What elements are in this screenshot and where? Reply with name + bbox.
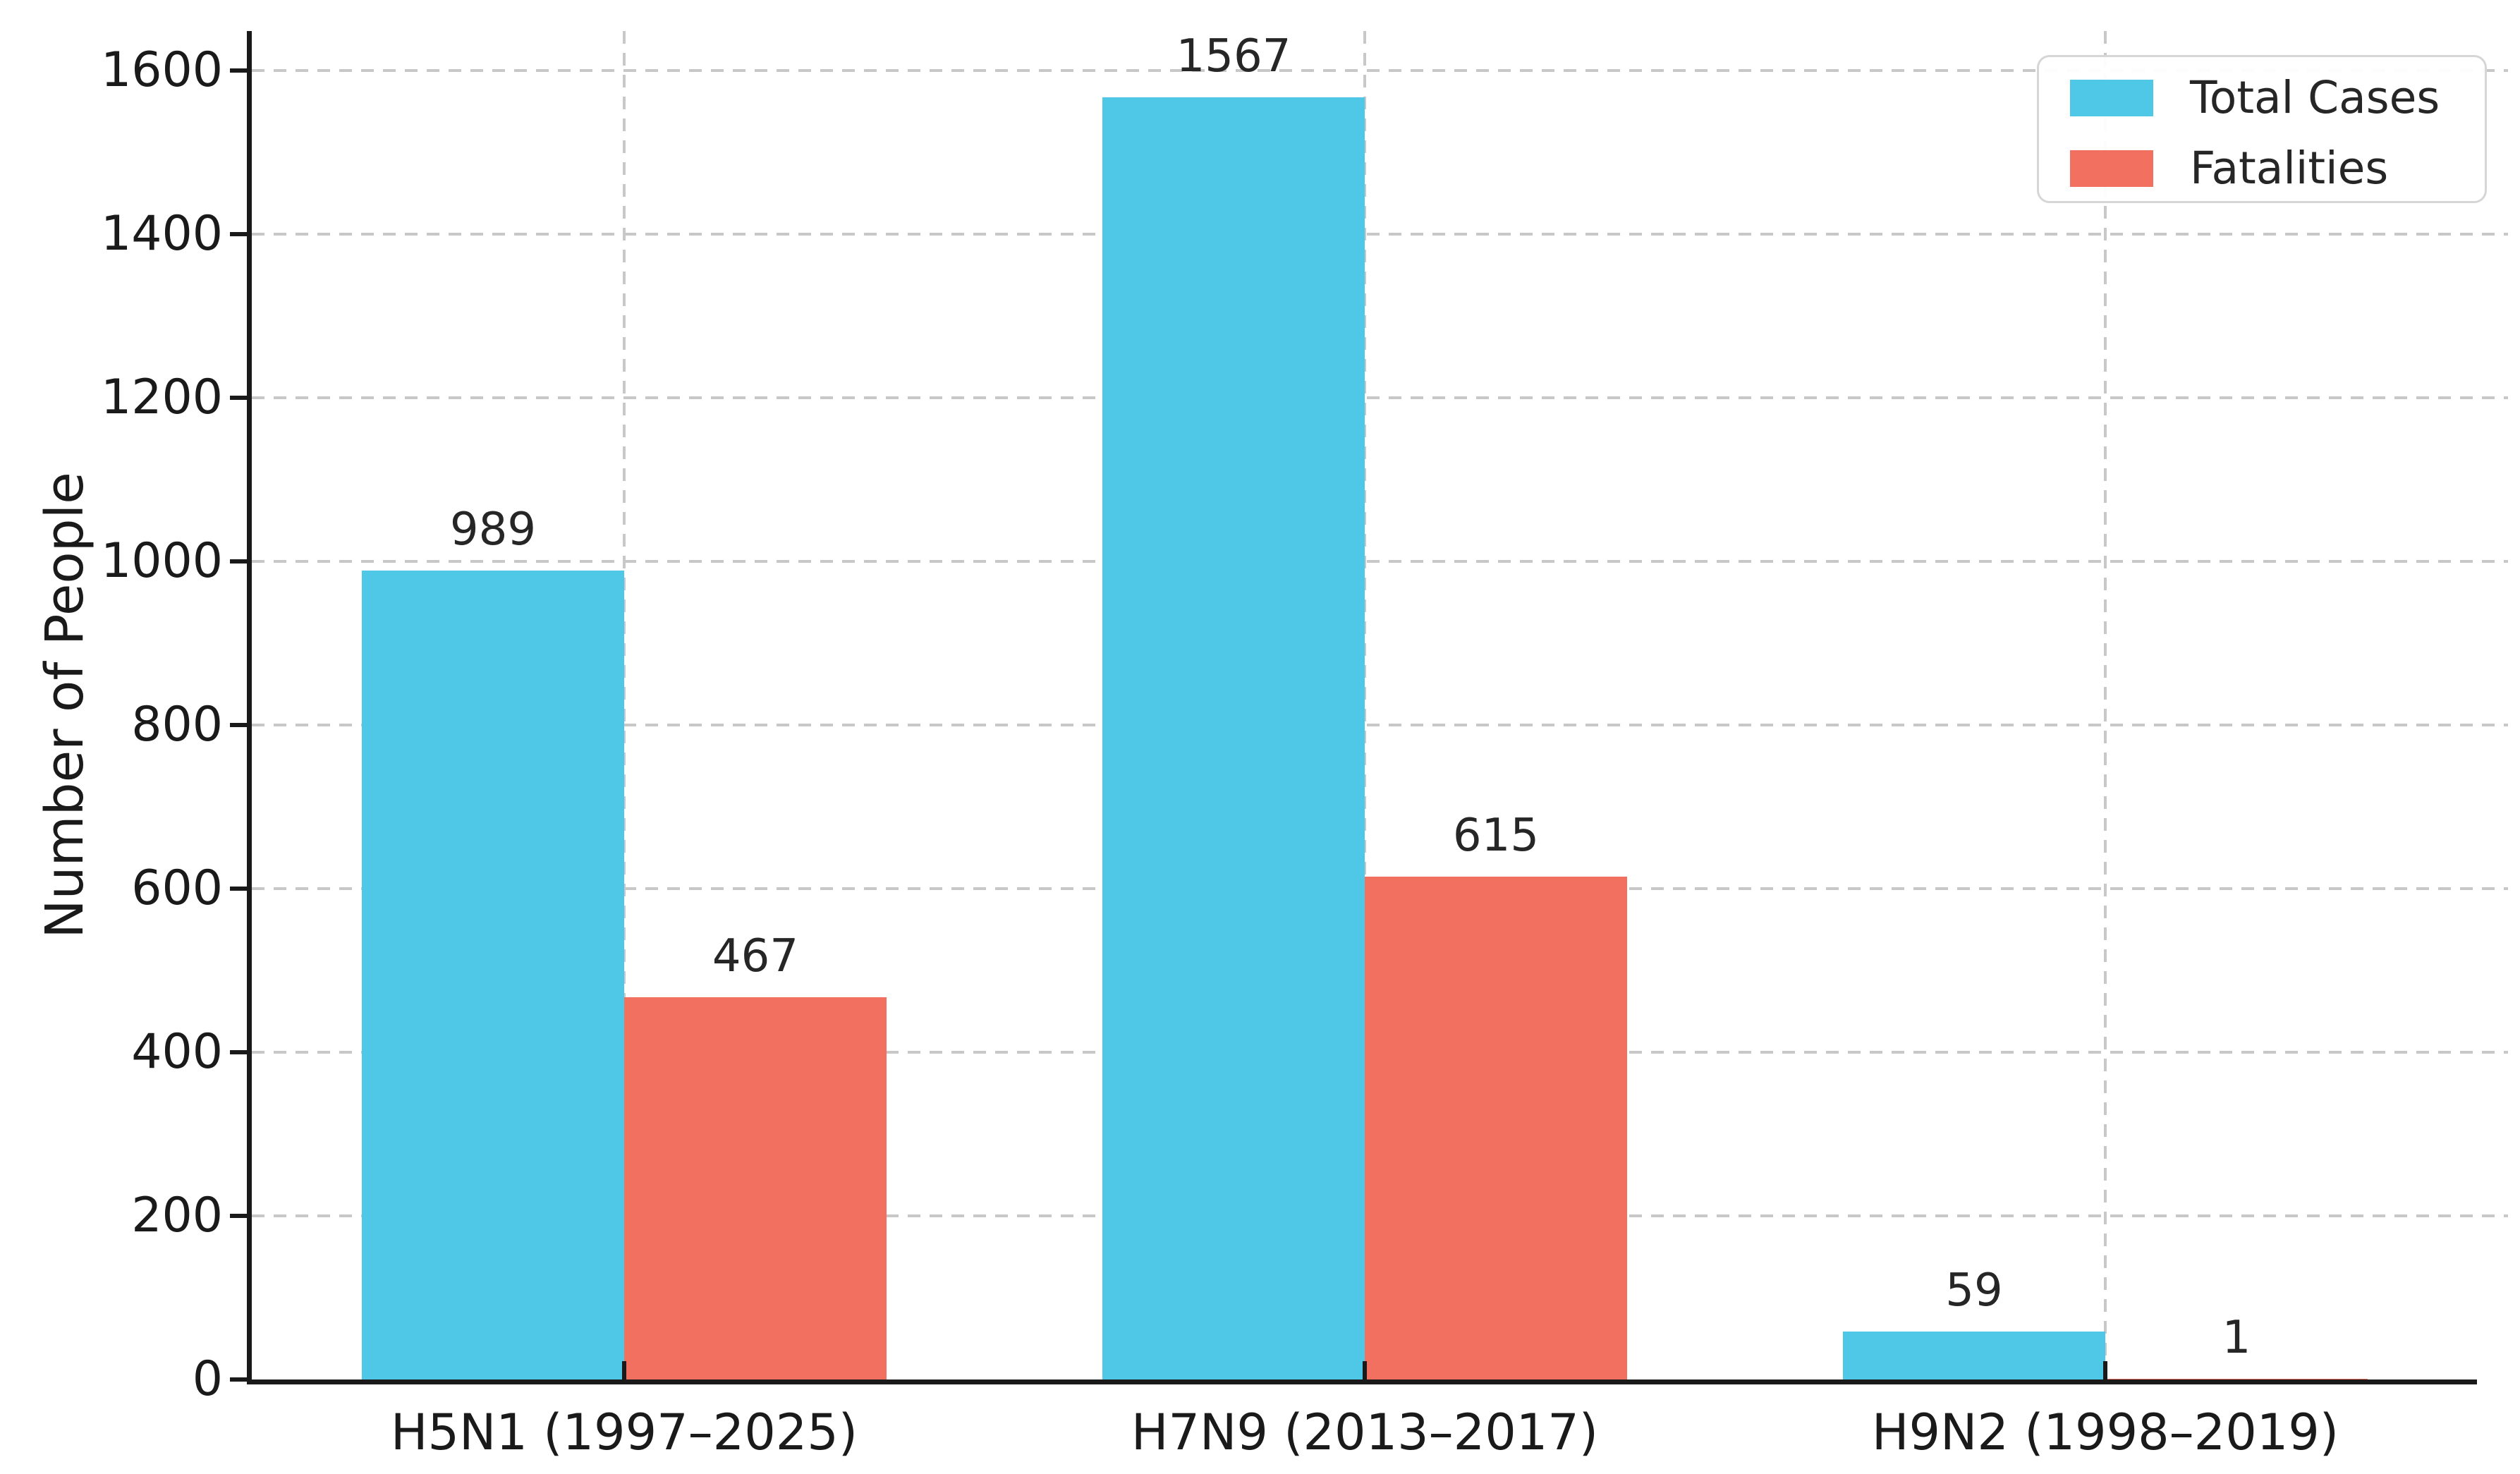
h-gridline xyxy=(252,233,2508,236)
y-tick-label: 1000 xyxy=(100,533,223,589)
x-tick-label: H9N2 (1998–2019) xyxy=(1871,1403,2339,1461)
bar-fatalities xyxy=(624,997,887,1379)
y-tick-mark xyxy=(230,1050,250,1054)
y-tick-mark xyxy=(230,68,250,73)
h-gridline xyxy=(252,724,2508,726)
y-tick-mark xyxy=(230,723,250,727)
y-tick-label: 0 xyxy=(192,1351,223,1407)
y-tick-label: 200 xyxy=(131,1188,223,1243)
v-gridline xyxy=(1363,31,1366,1379)
y-axis-spine xyxy=(247,31,252,1384)
x-tick-mark xyxy=(1363,1361,1367,1379)
legend-entry: Fatalities xyxy=(2039,142,2485,194)
legend-entry: Total Cases xyxy=(2039,72,2485,123)
legend-swatch-fatalities xyxy=(2070,150,2153,187)
bar-value-label: 59 xyxy=(1945,1265,2003,1317)
y-tick-mark xyxy=(230,1377,250,1382)
bar-value-label: 1 xyxy=(2222,1312,2251,1364)
y-tick-mark xyxy=(230,232,250,236)
bar-total-cases xyxy=(362,571,624,1379)
v-gridline xyxy=(2104,31,2107,1379)
x-tick-mark xyxy=(2103,1361,2107,1379)
x-axis-spine xyxy=(247,1379,2477,1384)
y-tick-label: 400 xyxy=(131,1024,223,1080)
bar-value-label: 467 xyxy=(712,930,799,982)
bar-fatalities xyxy=(1365,877,1627,1379)
bar-total-cases xyxy=(1102,97,1365,1379)
y-tick-label: 800 xyxy=(131,697,223,753)
bar-value-label: 1567 xyxy=(1176,30,1291,83)
bar-value-label: 989 xyxy=(449,504,537,556)
x-tick-label: H5N1 (1997–2025) xyxy=(390,1403,858,1461)
legend-label: Total Cases xyxy=(2190,72,2440,123)
y-tick-mark xyxy=(230,396,250,400)
h-gridline xyxy=(252,560,2508,563)
y-tick-label: 1200 xyxy=(100,370,223,425)
x-tick-mark xyxy=(622,1361,626,1379)
y-axis-title: Number of People xyxy=(35,472,95,939)
y-tick-label: 600 xyxy=(131,860,223,916)
legend-swatch-total-cases xyxy=(2070,80,2153,116)
y-tick-label: 1400 xyxy=(100,206,223,262)
y-tick-label: 1600 xyxy=(100,42,223,98)
legend-label: Fatalities xyxy=(2190,142,2389,194)
h-gridline xyxy=(252,69,2508,72)
h-gridline xyxy=(252,396,2508,399)
bar-value-label: 615 xyxy=(1452,810,1540,862)
x-tick-label: H7N9 (2013–2017) xyxy=(1131,1403,1599,1461)
v-gridline xyxy=(623,31,626,1379)
y-tick-mark xyxy=(230,887,250,891)
bar-total-cases xyxy=(1843,1332,2105,1379)
legend: Total Cases Fatalities xyxy=(2037,55,2487,203)
y-tick-mark xyxy=(230,1214,250,1218)
y-tick-mark xyxy=(230,559,250,564)
